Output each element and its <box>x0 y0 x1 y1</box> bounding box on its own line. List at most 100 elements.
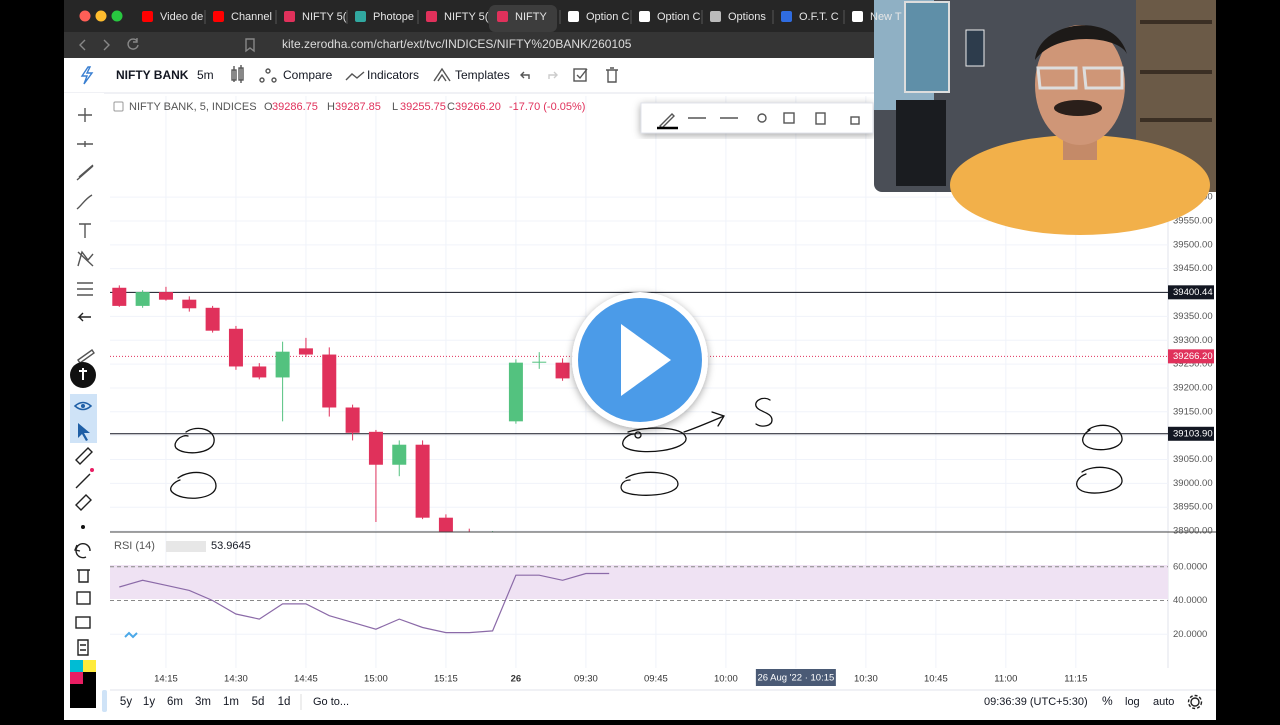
rsi-pane <box>110 566 1168 635</box>
level-badge <box>1168 426 1214 441</box>
play-button[interactable] <box>572 292 708 428</box>
tab-title[interactable]: Channel <box>231 11 272 23</box>
window-close[interactable] <box>79 10 91 22</box>
candle-body <box>322 354 337 408</box>
symbol[interactable]: NIFTY BANK <box>116 68 189 82</box>
level-badge <box>1168 285 1214 300</box>
time-tick-label: 10:30 <box>854 674 878 685</box>
candle-body <box>158 292 173 300</box>
tab-icon[interactable] <box>568 11 579 22</box>
settings-icon[interactable] <box>1187 694 1203 710</box>
webcam-overlay <box>874 0 1216 235</box>
tab-icon[interactable] <box>142 11 153 22</box>
compare-icon[interactable] <box>259 68 277 83</box>
range-button[interactable]: 5y <box>120 696 132 708</box>
tab-title[interactable]: New T <box>870 11 902 23</box>
tab-icon[interactable] <box>426 11 437 22</box>
crosshair-time: 26 Aug '22 · 10:15 <box>757 673 834 684</box>
compare[interactable]: Compare <box>283 68 333 82</box>
tab-title[interactable]: Photope <box>373 11 414 23</box>
range-button[interactable]: 1y <box>143 696 155 708</box>
percent-toggle[interactable]: % <box>1102 694 1113 708</box>
tab-icon[interactable] <box>213 11 224 22</box>
tab-title[interactable]: Options <box>728 11 766 23</box>
time-tick-label: 15:00 <box>364 674 388 685</box>
range-button[interactable]: 5d <box>252 696 265 708</box>
ohlc-value: 39287.85 <box>335 101 381 113</box>
logo-icon[interactable] <box>80 66 94 85</box>
tab-title[interactable]: NIFTY <box>515 11 547 23</box>
drawing-toolbar-icons[interactable] <box>657 112 860 130</box>
legend-toggle[interactable] <box>113 101 124 112</box>
candle-body <box>368 431 383 465</box>
tab-title[interactable]: NIFTY 5( <box>444 11 489 23</box>
rsi-line <box>119 572 610 634</box>
candle-body <box>205 307 220 331</box>
nav-buttons[interactable] <box>79 38 255 53</box>
candle-body <box>252 366 267 378</box>
level-label: 39266.20 <box>1173 351 1213 362</box>
candle-body <box>275 351 290 378</box>
log-toggle[interactable]: log <box>1125 696 1140 708</box>
time-tick-label: 10:00 <box>714 674 738 685</box>
clock: 09:36:39 (UTC+5:30) <box>984 696 1088 708</box>
price-tick-label: 39200.00 <box>1173 382 1213 393</box>
range-button[interactable]: 1d <box>278 696 291 708</box>
ohlc-value: 39286.75 <box>272 101 318 113</box>
time-tick-label: 11:00 <box>994 674 1017 685</box>
tab-icon[interactable] <box>710 11 721 22</box>
window-min[interactable] <box>95 10 107 22</box>
candle-body <box>415 444 430 518</box>
time-tick-label: 15:15 <box>434 674 458 685</box>
rsi-title[interactable]: RSI (14) <box>114 540 155 552</box>
rsi-tick-label: 60.0000 <box>1173 561 1207 572</box>
ohlc-label: L <box>392 101 398 113</box>
indicators[interactable]: Indicators <box>367 68 419 82</box>
tab-icon[interactable] <box>852 11 863 22</box>
time-tick-label: 09:45 <box>644 674 668 685</box>
time-tick-label: 26 <box>511 674 522 685</box>
time-tick-label: 14:30 <box>224 674 248 685</box>
range-button[interactable]: 1m <box>223 696 239 708</box>
tab-title[interactable]: Option C <box>586 11 629 23</box>
tab-title[interactable]: O.F.T. C <box>799 11 839 23</box>
level-label: 39103.90 <box>1173 428 1213 439</box>
indicators-icon[interactable] <box>345 71 365 81</box>
ohlc-label: H <box>327 101 335 113</box>
price-tick-label: 39000.00 <box>1173 478 1213 489</box>
price-tick-label: 39300.00 <box>1173 335 1213 346</box>
candle-body <box>555 362 570 379</box>
auto-toggle[interactable]: auto <box>1153 696 1174 708</box>
tab-icon[interactable] <box>355 11 366 22</box>
ohlc-value: 39255.75 <box>400 101 446 113</box>
chart-type-icon[interactable] <box>231 65 244 83</box>
window-max[interactable] <box>111 10 123 22</box>
level-label: 39400.44 <box>1173 287 1213 298</box>
tab-icon[interactable] <box>781 11 792 22</box>
tab-icon[interactable] <box>639 11 650 22</box>
tab-title[interactable]: Option C <box>657 11 700 23</box>
goto[interactable]: Go to... <box>313 696 349 708</box>
url[interactable]: kite.zerodha.com/chart/ext/tvc/INDICES/N… <box>282 37 632 51</box>
candle-body <box>182 299 197 309</box>
tab-title[interactable]: NIFTY 5( <box>302 11 347 23</box>
candle-body <box>345 407 360 433</box>
price-tick-label: 38950.00 <box>1173 502 1213 513</box>
templates[interactable]: Templates <box>455 68 510 82</box>
left-toolbar[interactable] <box>64 93 138 716</box>
rsi-controls[interactable] <box>166 541 206 552</box>
rsi-tick-label: 40.0000 <box>1173 595 1207 606</box>
range-button[interactable]: 6m <box>167 696 183 708</box>
tab-icon[interactable] <box>497 11 508 22</box>
edit-icons[interactable] <box>520 67 618 83</box>
interval[interactable]: 5m <box>197 68 214 82</box>
templates-icon[interactable] <box>433 67 451 82</box>
axes: 39600.0039550.0039500.0039450.0039400.00… <box>154 192 1214 686</box>
drawing-toolbar[interactable] <box>640 102 874 134</box>
tab-title[interactable]: Video de <box>160 11 203 23</box>
tab-icon[interactable] <box>284 11 295 22</box>
legend-name[interactable]: NIFTY BANK, 5, INDICES <box>129 101 257 113</box>
change: -17.70 (-0.05%) <box>509 101 585 113</box>
range-button[interactable]: 3m <box>195 696 211 708</box>
